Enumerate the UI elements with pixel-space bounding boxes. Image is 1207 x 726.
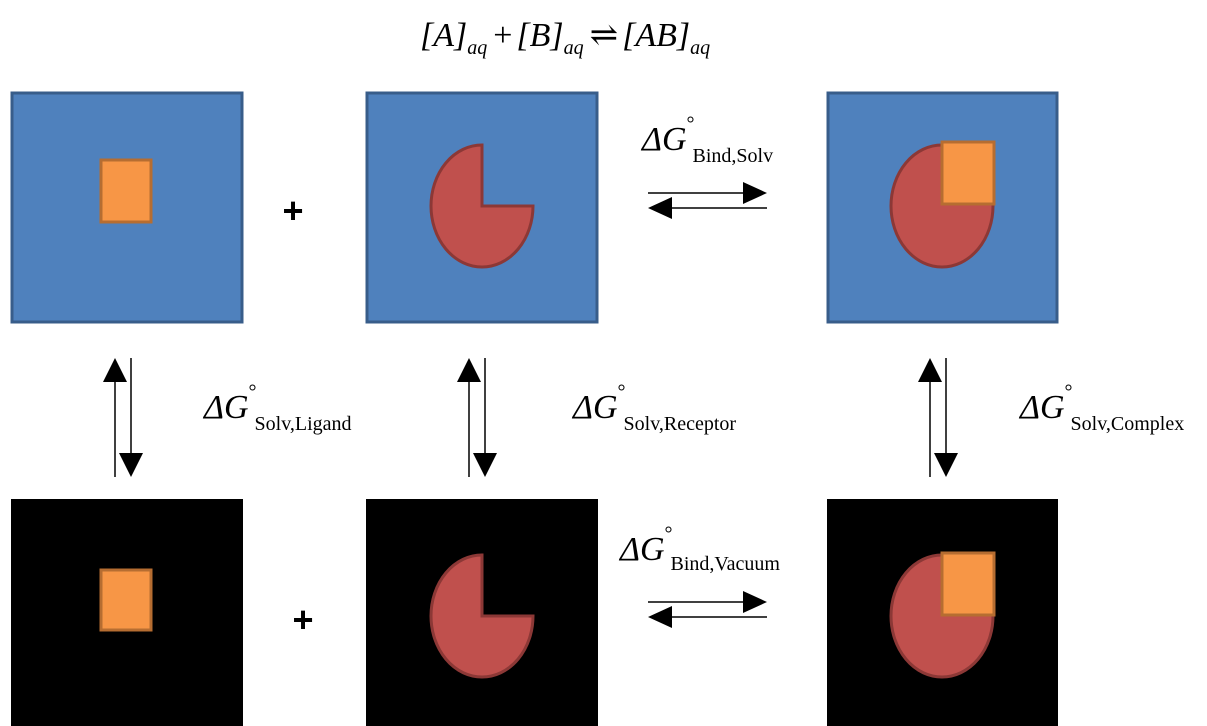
subscript: Solv,Ligand [255, 413, 352, 435]
plus-sign: + [282, 190, 303, 231]
free-energy-label: ΔG° Bind,Solv [640, 113, 773, 167]
subscript: Solv,Receptor [624, 413, 737, 435]
symbol: ΔG [202, 389, 249, 426]
subscript: Solv,Complex [1071, 413, 1185, 435]
subscript: aq [467, 37, 487, 59]
ligand [99, 158, 153, 224]
ligand [99, 568, 153, 632]
equation: [A]aq + [B]aq ⇌ [AB]aq [420, 17, 710, 59]
degree: ° [618, 381, 626, 403]
symbol: ΔG [618, 531, 665, 568]
symbol: ΔG [1018, 389, 1065, 426]
species-a: [A] [420, 17, 467, 54]
equilibrium-arrows [648, 182, 767, 219]
plus-sign: + [292, 599, 313, 640]
symbol: ΔG [640, 121, 687, 158]
equilibrium-arrows [648, 591, 767, 628]
degree: ° [687, 113, 695, 135]
equilibrium-arrows [457, 358, 497, 477]
free-energy-label: ΔG° Solv,Receptor [571, 381, 736, 435]
subscript: Bind,Vacuum [671, 553, 781, 575]
subscript: aq [690, 37, 710, 59]
ligand [940, 140, 996, 206]
equilibrium-arrows [103, 358, 143, 477]
species-ab: [AB] [622, 17, 690, 54]
equilibrium-arrows [918, 358, 958, 477]
species-b: [B] [516, 17, 563, 54]
free-energy-label: ΔG° Solv,Complex [1018, 381, 1184, 435]
equilibrium-arrow: ⇌ [590, 17, 619, 54]
free-energy-label: ΔG° Bind,Vacuum [618, 523, 780, 575]
subscript: Bind,Solv [693, 145, 774, 167]
symbol: ΔG [571, 389, 618, 426]
plus: + [493, 17, 512, 54]
degree: ° [1065, 381, 1073, 403]
degree: ° [249, 381, 257, 403]
degree: ° [665, 523, 673, 545]
subscript: aq [564, 37, 584, 59]
ligand [940, 551, 996, 617]
free-energy-label: ΔG° Solv,Ligand [202, 381, 352, 435]
